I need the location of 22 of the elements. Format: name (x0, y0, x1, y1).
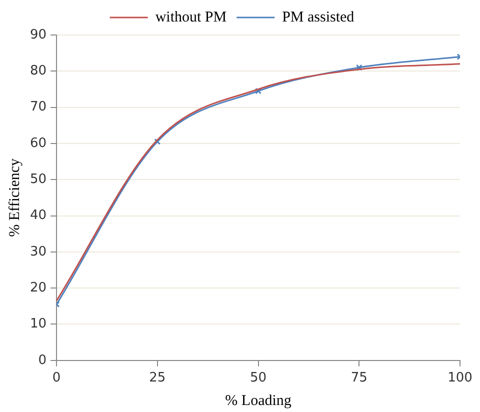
y-tick-label: 60 (30, 136, 47, 151)
x-tick-label: 100 (448, 370, 472, 386)
x-tick-label: 75 (350, 370, 368, 386)
y-tick-label: 0 (38, 352, 47, 368)
legend-label: without PM (155, 9, 227, 26)
y-tick-label: 70 (30, 100, 47, 115)
x-tick-label: 25 (149, 370, 166, 386)
point (255, 88, 262, 94)
x-tick-label: 50 (250, 370, 267, 386)
y-tick-label: 80 (30, 64, 47, 79)
legend-label: PM assisted (282, 9, 355, 26)
y-tick-label: 20 (30, 280, 47, 296)
y-axis-title: % Efficiency (6, 158, 23, 237)
y-tick-label: 30 (30, 244, 47, 260)
x-tick-label: 0 (52, 370, 61, 386)
y-tick-label: 90 (30, 27, 47, 42)
point (154, 138, 161, 145)
y-tick-label: 50 (30, 172, 47, 187)
point (356, 64, 362, 71)
y-tick-label: 40 (30, 208, 47, 224)
x-axis-title: % Loading (225, 392, 292, 409)
y-tick-label: 10 (30, 316, 47, 332)
